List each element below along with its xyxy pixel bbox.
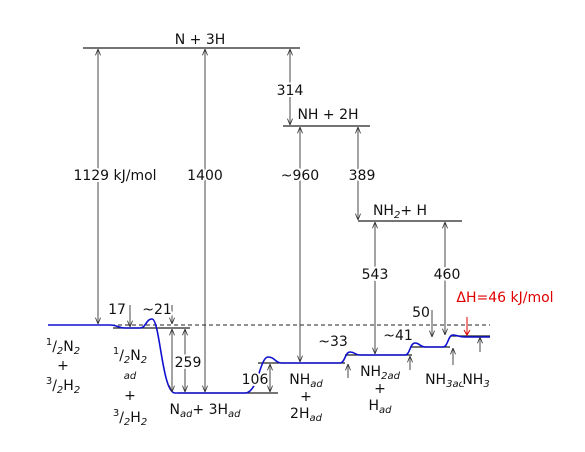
label-part: H — [130, 410, 141, 426]
label-part: 2 — [141, 417, 147, 428]
energy: 1400 — [187, 168, 223, 184]
label-part: 3 — [113, 408, 119, 419]
label-part: 1 — [46, 337, 52, 348]
label-part: 2 — [57, 346, 63, 357]
label-part: + 3H — [192, 402, 228, 418]
label-part: N + 3H — [175, 32, 226, 48]
energy: 314 — [277, 83, 304, 99]
label-part: NH — [462, 372, 483, 388]
label-part: NH — [360, 364, 381, 380]
label-part: + — [374, 381, 386, 397]
label-part: NH — [373, 203, 394, 219]
label-part: 2ad — [381, 371, 400, 382]
label-part: H — [368, 398, 379, 414]
species-label: + — [374, 381, 386, 397]
label-part: ad — [124, 371, 137, 382]
delta-h: ΔH=46 kJ/mol — [456, 290, 553, 306]
label-part: 2 — [141, 355, 147, 366]
label-part: / — [119, 410, 124, 426]
label-part: N — [63, 339, 73, 355]
label-part: ad — [228, 409, 241, 420]
species-labels: N + 3H NH + 2H NH2+ H 1/2N2 + 3/2H2 1/2N… — [44, 30, 492, 430]
energy: 389 — [349, 168, 376, 184]
species-label: 1/2N2 — [113, 346, 147, 366]
energy: 17 — [108, 302, 126, 318]
species-label: + — [300, 389, 312, 405]
label-part: 2H — [290, 406, 309, 422]
label-part: / — [52, 339, 57, 355]
label-part: 2 — [57, 385, 63, 396]
label-part: 3 — [483, 379, 489, 390]
species-label: NH2+ H — [373, 203, 427, 221]
energy-labels: 1129 kJ/mol 1400 314 ~960 389 543 460 17… — [71, 81, 555, 390]
label-part: + — [300, 389, 312, 405]
label-part: / — [52, 378, 57, 394]
energy: 106 — [242, 372, 269, 388]
label-part: N — [169, 402, 179, 418]
label-part: N — [130, 348, 140, 364]
label-part: 2 — [124, 355, 130, 366]
energy: 460 — [434, 267, 461, 283]
energy: ~41 — [383, 328, 413, 344]
energy: ~33 — [318, 334, 348, 350]
energy: ~960 — [281, 168, 319, 184]
species-label: 1/2N2 — [46, 337, 80, 357]
species-label: 3/2H2 — [46, 376, 80, 396]
label-part: H — [63, 378, 74, 394]
label-part: NH + 2H — [297, 107, 358, 123]
species-label: NH + 2H — [297, 107, 358, 123]
species-label: NH2ad — [360, 364, 400, 382]
label-part: ad — [309, 413, 322, 424]
label-part: NH — [425, 372, 446, 388]
levels — [48, 47, 490, 394]
label-part: ad — [310, 379, 323, 390]
label-part: ad — [180, 409, 193, 420]
arrows — [98, 49, 480, 392]
energy-profile — [48, 318, 490, 394]
label-part: / — [119, 348, 124, 364]
species-label: + — [57, 358, 69, 374]
energy: 1129 kJ/mol — [73, 168, 156, 184]
label-part: + H — [400, 203, 427, 219]
species-label: NHad — [289, 372, 323, 390]
energy: 50 — [412, 305, 430, 321]
energy: ~21 — [142, 302, 172, 318]
label-part: ad — [379, 405, 392, 416]
label-part: + — [124, 388, 136, 404]
energy: 259 — [175, 355, 202, 371]
species-label: NH3 — [462, 372, 489, 390]
species-label: Had — [368, 398, 392, 416]
dh-arrowhead — [463, 329, 471, 336]
label-part: 2 — [394, 210, 400, 221]
label-part: + — [57, 358, 69, 374]
species-label: 3/2H2 — [113, 408, 147, 428]
species-label: ad — [124, 371, 137, 382]
energy: 543 — [362, 267, 389, 283]
label-part: 1 — [113, 346, 119, 357]
label-part: NH — [289, 372, 310, 388]
label-part: 3ad — [446, 379, 465, 390]
species-label: + — [124, 388, 136, 404]
species-label: NH3ad — [425, 372, 465, 390]
label-part: 2 — [124, 417, 130, 428]
label-part: 2 — [74, 346, 80, 357]
label-part: 3 — [46, 376, 52, 387]
species-label: N + 3H — [175, 32, 226, 48]
species-label: Nad+ 3Had — [169, 402, 241, 420]
species-label: 2Had — [290, 406, 323, 424]
label-part: 2 — [74, 385, 80, 396]
